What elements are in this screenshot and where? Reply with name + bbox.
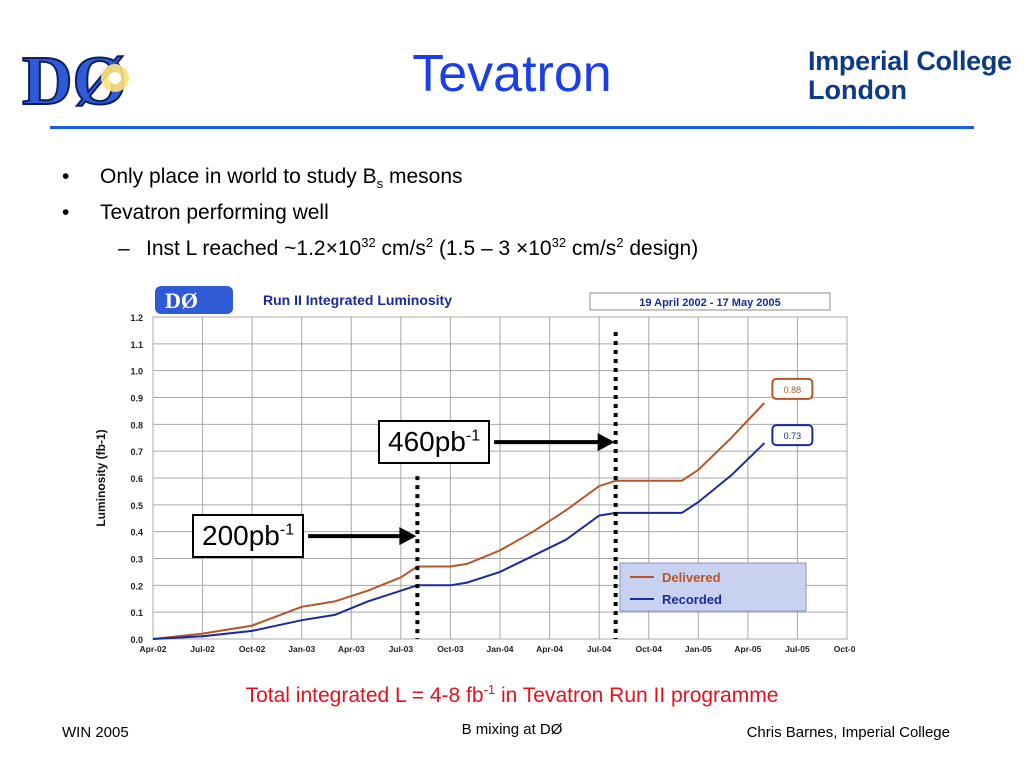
bullet-1-after: mesons <box>383 165 463 188</box>
subbullet-part: cm/s <box>566 237 617 260</box>
y-tick-label: 0.4 <box>130 528 143 538</box>
footer-center: B mixing at DØ <box>461 721 563 738</box>
y-tick-label: 0.2 <box>130 581 143 591</box>
bullet-1-sub: s <box>376 176 384 192</box>
callout-200-base: 200pb <box>202 520 280 551</box>
chart-logo: DØ <box>155 286 233 314</box>
subbullet-part: (1.5 – 3 ×10 <box>433 237 552 260</box>
legend-box <box>619 562 807 612</box>
y-tick-label: 1.1 <box>130 340 143 350</box>
chart-title: Run II Integrated Luminosity <box>263 292 452 308</box>
x-tick-label: Apr-05 <box>734 644 761 654</box>
y-tick-label: 0.8 <box>130 420 143 430</box>
title-rule <box>50 126 974 129</box>
bullet-marker: • <box>62 201 70 224</box>
legend-label: Delivered <box>662 570 721 585</box>
bullet-1: Only place in world to study Bs mesons <box>100 165 463 190</box>
series-recorded-end-badge <box>771 424 814 447</box>
x-tick-label: Oct-05 <box>834 644 855 654</box>
d0-logo: DØ <box>21 42 129 118</box>
subbullet-marker: – <box>118 237 130 260</box>
y-tick-label: 0.3 <box>130 555 143 565</box>
bullet-1-text: Only place in world to study B <box>100 165 377 188</box>
x-tick-label: Jul-05 <box>785 644 810 654</box>
y-tick-label: 1.0 <box>130 367 143 377</box>
total-sup: -1 <box>483 682 496 697</box>
total-luminosity-note: Total integrated L = 4-8 fb-1 in Tevatro… <box>0 682 1024 708</box>
x-tick-label: Jul-03 <box>389 644 414 654</box>
marker-layer <box>308 332 618 639</box>
imperial-logo-line2: London <box>808 75 907 105</box>
y-tick-label: 1.2 <box>130 313 143 323</box>
callout-460pb: 460pb-1 <box>378 420 491 465</box>
footer-right: Chris Barnes, Imperial College <box>746 724 950 741</box>
x-tick-label: Jan-04 <box>487 644 514 654</box>
x-tick-label: Oct-03 <box>437 644 464 654</box>
axis-layer: 0.0 0.1 0.2 0.3 0.4 0.5 0.6 0.7 0.8 0.9 1.0 1.1 1.2 A… <box>94 313 855 654</box>
x-tick-label: Jul-04 <box>587 644 612 654</box>
total-part: Total integrated L = 4-8 fb <box>245 684 484 707</box>
y-tick-label: 0.5 <box>130 501 143 511</box>
footer-left: WIN 2005 <box>62 724 129 741</box>
series-layer: 0.88 0.73 <box>152 377 814 640</box>
date-range-label: 19 April 2002 - 17 May 2005 <box>639 297 780 309</box>
series-delivered-line <box>152 402 766 640</box>
callout-200pb: 200pb-1 <box>192 514 305 559</box>
y-axis-label: Luminosity (fb-1) <box>94 429 108 526</box>
series-recorded-line <box>152 442 766 640</box>
bullet-2: Tevatron performing well <box>100 201 329 224</box>
x-tick-label: Apr-02 <box>140 644 167 654</box>
imperial-logo-line1: Imperial College <box>808 46 1012 76</box>
marker-arrow-head <box>399 527 417 546</box>
bullet-marker: • <box>62 165 70 188</box>
subbullet-part: cm/s <box>375 237 426 260</box>
series-delivered-end-badge <box>771 377 814 400</box>
callout-460-sup: -1 <box>465 427 481 445</box>
x-tick-label: Jul-02 <box>190 644 215 654</box>
d0-logo-burst-core <box>109 72 121 84</box>
chart-logo-text: DØ <box>165 288 198 313</box>
series-recorded-end-label: 0.73 <box>784 431 802 441</box>
x-tick-label: Apr-03 <box>338 644 365 654</box>
series-delivered-end-label: 0.88 <box>784 385 802 395</box>
chart-legend: Delivered Recorded <box>619 562 807 612</box>
total-part: in Tevatron Run II programme <box>495 684 779 707</box>
x-tick-label: Jan-03 <box>288 644 315 654</box>
y-tick-label: 0.7 <box>130 447 143 457</box>
subbullet-sup: 2 <box>616 235 624 250</box>
marker-arrow-head <box>597 433 615 452</box>
callout-460-base: 460pb <box>388 426 466 457</box>
legend-label: Recorded <box>662 592 722 607</box>
subbullet-sup: 32 <box>551 235 567 250</box>
imperial-college-logo: Imperial College London <box>808 48 1012 104</box>
callout-200-sup: -1 <box>279 521 295 539</box>
subbullet-part: Inst L reached ~1.2×10 <box>146 237 362 260</box>
subbullet: Inst L reached ~1.2×1032 cm/s2 (1.5 – 3 … <box>146 235 699 260</box>
y-tick-label: 0.0 <box>130 635 143 645</box>
chart-logo-badge <box>155 286 233 314</box>
subbullet-sup: 32 <box>361 235 376 250</box>
x-tick-label: Apr-04 <box>536 644 563 654</box>
y-tick-label: 0.9 <box>130 394 143 404</box>
y-tick-label: 0.6 <box>130 474 143 484</box>
x-tick-label: Oct-04 <box>635 644 662 654</box>
x-tick-label: Oct-02 <box>239 644 266 654</box>
luminosity-chart: DØ Run II Integrated Luminosity 19 April… <box>85 280 855 660</box>
date-range-box <box>589 292 831 311</box>
subbullet-sup: 2 <box>425 235 434 250</box>
subbullet-part: design) <box>623 237 699 260</box>
slide-title: Tevatron <box>412 45 612 103</box>
x-tick-label: Jan-05 <box>685 644 712 654</box>
y-tick-label: 0.1 <box>130 608 143 618</box>
